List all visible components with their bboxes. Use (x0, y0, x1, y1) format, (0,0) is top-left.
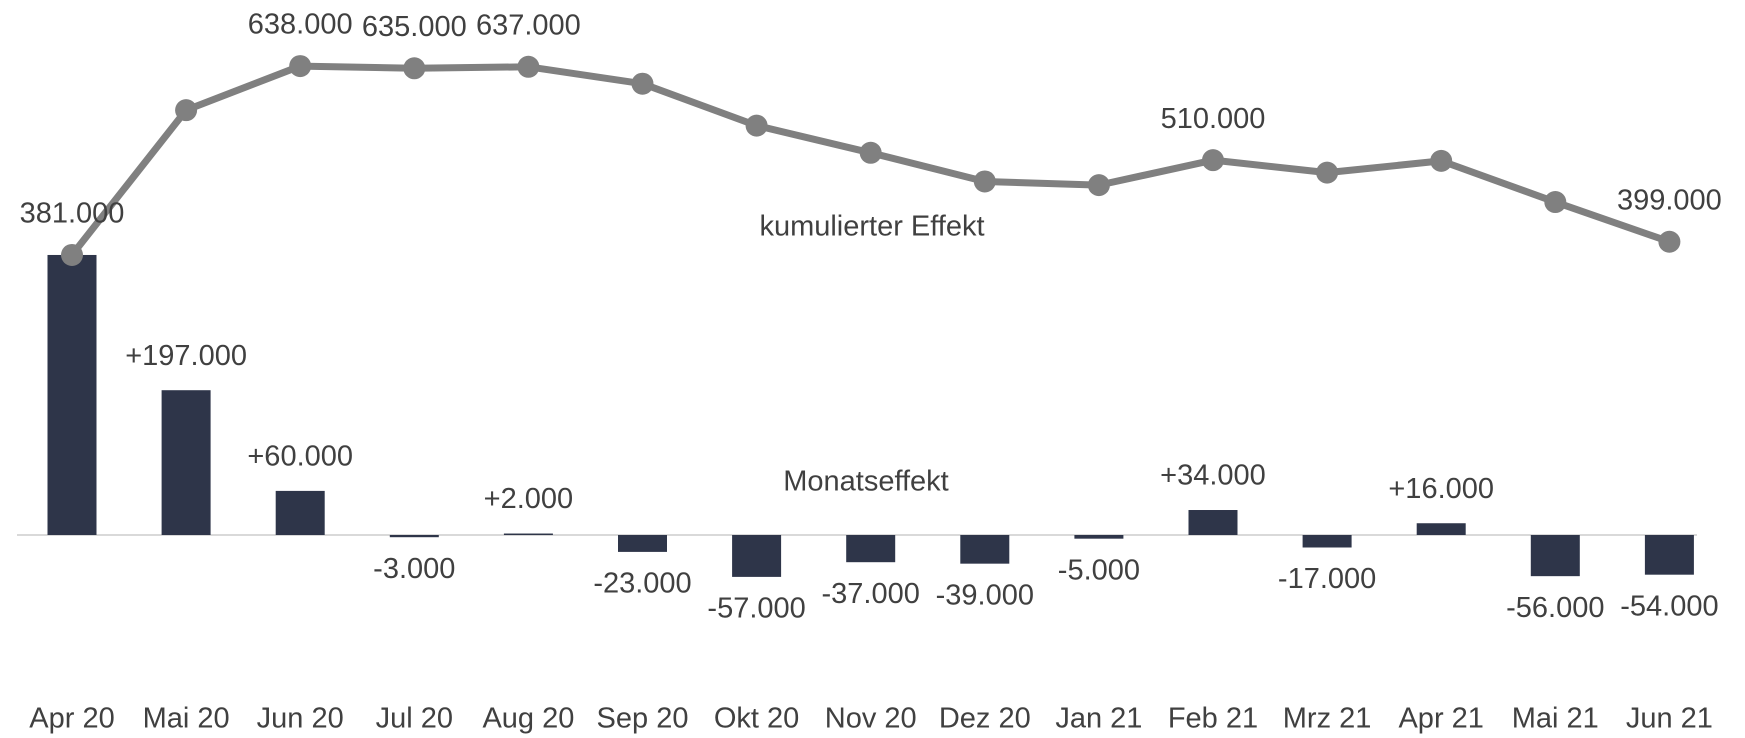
line-point (289, 55, 312, 78)
bar (503, 533, 553, 536)
x-tick-label: Okt 20 (714, 703, 799, 735)
line-point (1202, 149, 1224, 172)
data-label: -5.000 (1058, 554, 1140, 586)
data-label: -17.000 (1278, 563, 1376, 595)
x-tick-label: Feb 21 (1168, 703, 1258, 735)
line-point (1430, 149, 1453, 172)
data-label: -39.000 (936, 579, 1034, 611)
line-point (175, 99, 198, 122)
data-label: +2.000 (484, 483, 574, 515)
bar (1530, 535, 1580, 577)
x-tick-label: Jul 20 (376, 703, 453, 735)
data-label: +16.000 (1388, 473, 1494, 505)
line-point (1544, 191, 1567, 214)
data-label: -54.000 (1620, 590, 1718, 622)
series-annotation: kumulierter Effekt (759, 211, 984, 243)
x-tick-label: Sep 20 (597, 703, 689, 735)
data-label: -3.000 (373, 553, 455, 585)
line-point (1316, 161, 1339, 184)
bar (275, 490, 325, 535)
x-tick-label: Dez 20 (939, 703, 1031, 735)
bar (618, 535, 667, 552)
bar (161, 390, 211, 535)
x-tick-label: Apr 20 (29, 703, 114, 735)
bar (47, 254, 97, 535)
bar (1074, 535, 1124, 539)
x-tick-label: Apr 21 (1398, 703, 1483, 735)
data-label: 381.000 (20, 198, 125, 230)
x-tick-label: Nov 20 (825, 703, 917, 735)
line-point (745, 114, 768, 137)
data-label: -56.000 (1506, 592, 1604, 624)
bar (732, 535, 782, 577)
series-annotation: Monatseffekt (783, 466, 949, 498)
bar (1302, 535, 1352, 548)
line-point (973, 170, 996, 193)
data-label: 635.000 (362, 11, 467, 43)
bar (1644, 535, 1694, 575)
x-tick-label: Jan 21 (1055, 703, 1142, 735)
line-point (1087, 174, 1110, 197)
x-tick-label: Jun 21 (1626, 703, 1713, 735)
x-tick-label: Mai 21 (1512, 703, 1599, 735)
data-label: +34.000 (1160, 460, 1266, 492)
data-label: 510.000 (1161, 103, 1266, 135)
x-tick-label: Aug 20 (482, 703, 574, 735)
bar (389, 535, 439, 538)
line-point (1658, 230, 1681, 253)
data-label: 399.000 (1617, 184, 1722, 216)
data-label: -57.000 (707, 593, 805, 625)
x-tick-label: Mai 20 (143, 703, 230, 735)
data-label: +197.000 (125, 340, 247, 372)
bar (960, 535, 1010, 564)
data-label: +60.000 (247, 441, 353, 473)
data-label: -23.000 (593, 568, 691, 600)
line-point (61, 243, 83, 266)
x-tick-label: Jun 20 (257, 703, 344, 735)
bar (1188, 510, 1238, 535)
line-point (517, 55, 540, 78)
line-point (631, 72, 654, 95)
x-tick-label: Mrz 21 (1283, 703, 1372, 735)
line-point (859, 141, 882, 164)
bar (1416, 523, 1466, 535)
data-label: 638.000 (248, 9, 353, 41)
data-label: 637.000 (476, 9, 581, 41)
line-point (403, 57, 426, 80)
bar (846, 535, 896, 563)
data-label: -37.000 (822, 578, 920, 610)
